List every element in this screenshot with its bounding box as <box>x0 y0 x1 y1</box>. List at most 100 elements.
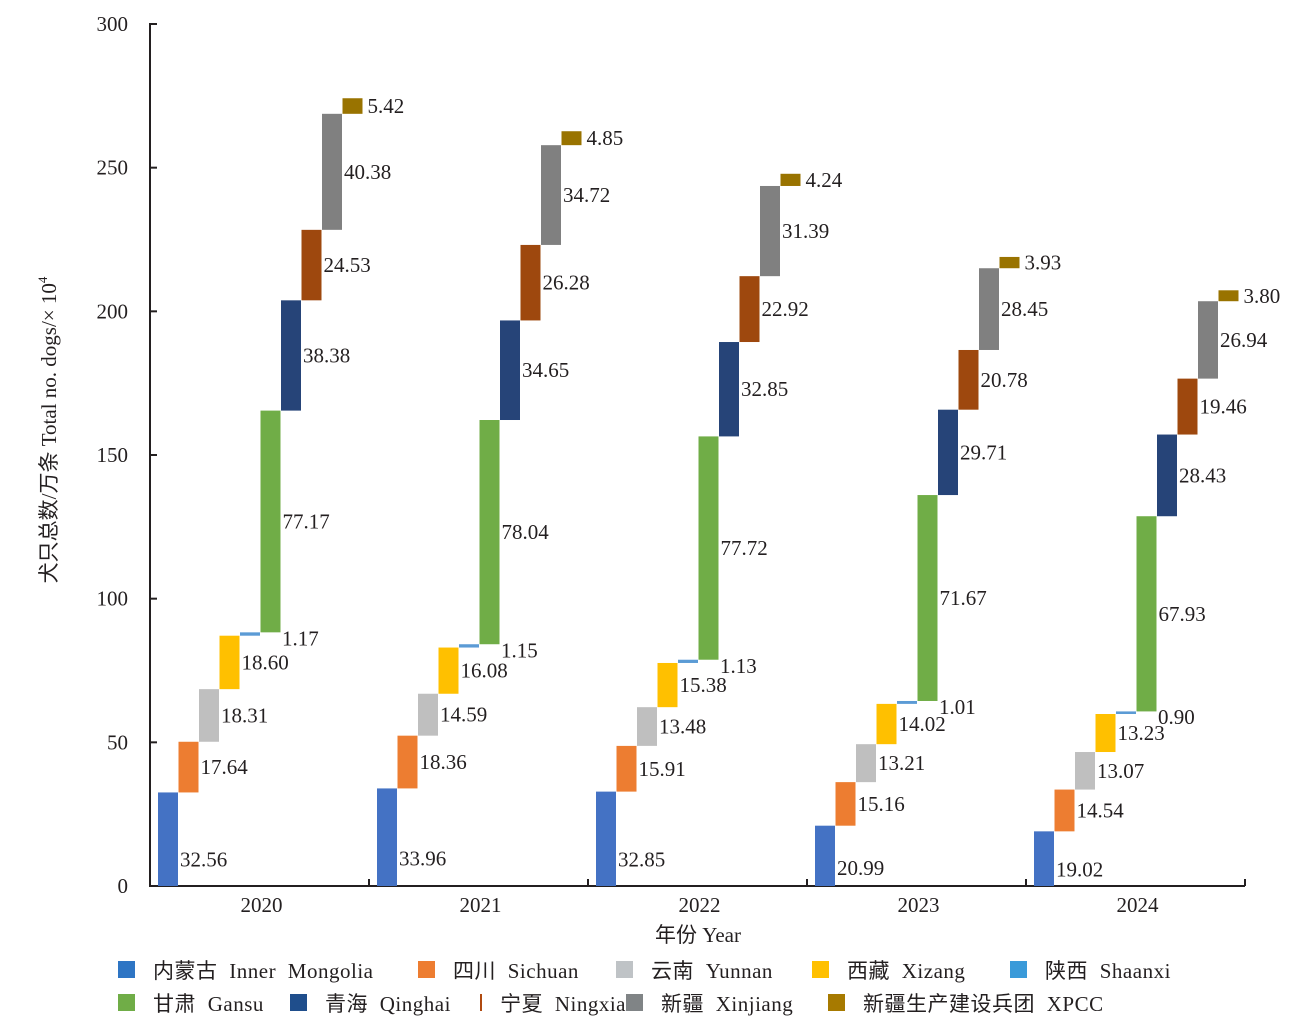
data-label-2021-6: 34.65 <box>522 358 569 382</box>
legend-item: 甘肃 Gansu <box>118 988 290 1018</box>
bar-2024-4 <box>1116 711 1136 715</box>
bar-2021-6 <box>500 320 520 421</box>
bar-2024-2 <box>1075 752 1095 790</box>
bar-2024-9 <box>1218 290 1239 302</box>
data-label-2024-0: 19.02 <box>1056 857 1103 881</box>
bar-2021-7 <box>520 244 541 321</box>
data-label-2021-2: 14.59 <box>440 703 487 727</box>
legend-label: 云南 Yunnan <box>651 958 773 983</box>
legend-label: 青海 Qinghai <box>325 991 451 1016</box>
bar-2023-6 <box>938 409 958 496</box>
legend-item: 青海 Qinghai <box>290 988 480 1018</box>
legend-swatch-icon <box>290 994 307 1011</box>
bar-2022-6 <box>719 342 739 437</box>
bar-2023-5 <box>917 495 938 701</box>
legend-label: 甘肃 Gansu <box>153 991 264 1016</box>
data-label-2021-7: 26.28 <box>543 271 590 295</box>
bar-2020-0 <box>158 792 178 886</box>
data-label-2021-9: 4.85 <box>587 126 624 150</box>
legend: 内蒙古 Inner Mongolia 四川 Sichuan 云南 Yunnan 西藏 … <box>118 953 1288 1019</box>
data-label-2021-4: 1.15 <box>501 639 538 663</box>
x-tick-label: 2022 <box>679 893 721 917</box>
legend-label: 四川 Sichuan <box>453 958 579 983</box>
legend-item: 云南 Yunnan <box>616 955 812 985</box>
bar-2024-1 <box>1054 789 1075 832</box>
data-label-2020-0: 32.56 <box>180 848 227 872</box>
legend-swatch-icon <box>118 994 135 1011</box>
data-label-2022-3: 15.38 <box>680 673 727 697</box>
y-tick-label: 50 <box>107 730 128 754</box>
legend-item: 宁夏 Ningxia <box>480 988 626 1018</box>
bar-2020-4 <box>240 632 260 636</box>
data-label-2022-7: 22.92 <box>762 297 809 321</box>
bar-2024-7 <box>1177 378 1198 435</box>
bar-2023-1 <box>835 782 856 826</box>
y-axis-title: 犬只总数/万条 Total no. dogs/× 104 <box>35 276 61 583</box>
x-tick-label: 2023 <box>898 893 940 917</box>
data-label-2024-6: 28.43 <box>1179 463 1226 487</box>
bar-2024-8 <box>1198 301 1218 379</box>
data-label-2023-8: 28.45 <box>1001 297 1048 321</box>
data-label-2022-6: 32.85 <box>741 377 788 401</box>
legend-swatch-icon <box>1010 961 1027 978</box>
bar-2022-7 <box>739 276 760 343</box>
bar-2022-3 <box>657 662 678 708</box>
y-tick-label: 200 <box>97 299 129 323</box>
data-label-2022-9: 4.24 <box>806 168 843 192</box>
legend-swatch-icon <box>616 961 633 978</box>
data-label-2023-3: 14.02 <box>899 712 946 736</box>
data-label-2021-5: 78.04 <box>502 520 550 544</box>
bar-2021-3 <box>438 647 459 694</box>
data-label-2024-9: 3.80 <box>1244 284 1281 308</box>
legend-swatch-icon <box>418 961 435 978</box>
data-label-2023-0: 20.99 <box>837 856 884 880</box>
bar-2020-8 <box>322 113 342 230</box>
legend-row-2: 甘肃 Gansu 青海 Qinghai 宁夏 Ningxia 新疆 Xinjiang 新… <box>118 986 1288 1019</box>
data-label-2022-4: 1.13 <box>720 654 757 678</box>
data-label-2020-5: 77.17 <box>283 509 330 533</box>
data-label-2022-0: 32.85 <box>618 847 665 871</box>
data-label-2020-4: 1.17 <box>282 627 319 651</box>
y-axis-title-superscript: 4 <box>35 276 50 283</box>
bar-2020-1 <box>178 741 199 793</box>
legend-swatch-icon <box>812 961 829 978</box>
data-label-2023-1: 15.16 <box>858 792 905 816</box>
legend-label: 新疆 Xinjiang <box>661 991 794 1016</box>
data-label-2023-7: 20.78 <box>981 368 1028 392</box>
data-label-2021-1: 18.36 <box>420 750 467 774</box>
data-label-2022-2: 13.48 <box>659 715 706 739</box>
legend-swatch-icon <box>118 961 135 978</box>
bar-2020-7 <box>301 229 322 301</box>
data-label-2020-6: 38.38 <box>303 343 350 367</box>
data-label-2024-8: 26.94 <box>1220 328 1268 352</box>
legend-item: 四川 Sichuan <box>418 955 616 985</box>
data-label-2020-2: 18.31 <box>221 703 268 727</box>
data-label-2024-2: 13.07 <box>1097 759 1144 783</box>
y-axis-title-text: 犬只总数/万条 Total no. dogs/× 10 <box>37 283 61 583</box>
legend-item: 陕西 Shaanxi <box>1010 955 1171 985</box>
bar-2024-0 <box>1034 831 1054 886</box>
data-label-2022-5: 77.72 <box>721 536 768 560</box>
legend-item: 新疆 Xinjiang <box>626 988 828 1018</box>
bar-2021-8 <box>541 145 561 245</box>
data-label-2023-6: 29.71 <box>960 440 1007 464</box>
bar-2024-6 <box>1157 434 1177 517</box>
bar-2022-0 <box>596 791 616 886</box>
bar-2023-9 <box>999 256 1020 269</box>
bar-2023-7 <box>958 349 979 410</box>
legend-label: 陕西 Shaanxi <box>1045 958 1171 983</box>
legend-item: 新疆生产建设兵团 XPCC <box>828 988 1104 1018</box>
data-label-2023-9: 3.93 <box>1025 251 1062 275</box>
bars <box>158 98 1239 886</box>
bar-2023-4 <box>897 700 917 704</box>
bar-2022-1 <box>616 745 637 792</box>
y-axis: 0 50 100 150 200 250 300 <box>97 12 157 898</box>
legend-item: 内蒙古 Inner Mongolia <box>118 955 418 985</box>
data-label-2023-5: 71.67 <box>940 586 987 610</box>
y-tick-label: 150 <box>97 443 129 467</box>
x-tick-label: 2020 <box>241 893 283 917</box>
legend-swatch-icon <box>480 994 483 1011</box>
data-label-2020-8: 40.38 <box>344 160 391 184</box>
data-label-2020-7: 24.53 <box>324 253 371 277</box>
